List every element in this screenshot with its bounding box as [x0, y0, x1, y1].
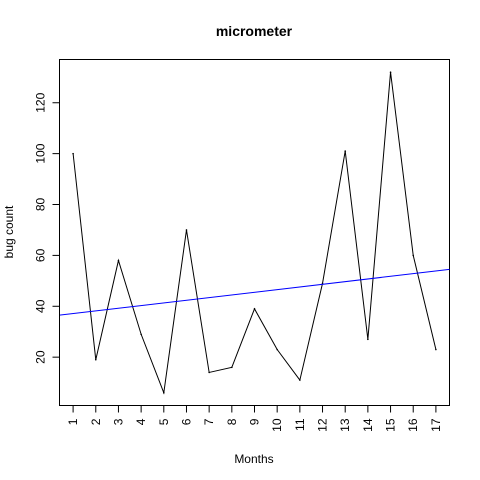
data-point-1-16	[412, 254, 415, 257]
data-point-1-7	[208, 371, 210, 374]
x-tick-label-12: 12	[316, 418, 330, 432]
x-tick-label-1: 1	[66, 418, 80, 425]
x-tick-label-8: 8	[225, 418, 239, 425]
x-tick-label-15: 15	[384, 418, 398, 432]
x-tick-label-2: 2	[89, 418, 103, 425]
y-tick-label-40: 40	[34, 299, 48, 313]
data-point-1-11	[299, 379, 301, 381]
data-point-1-8	[231, 366, 233, 369]
y-axis-label: bug count	[2, 205, 16, 258]
data-point-1-5	[163, 391, 165, 394]
x-tick-label-4: 4	[134, 418, 148, 425]
data-point-1-10	[276, 348, 278, 351]
series-group	[72, 71, 437, 395]
plot-area-frame	[59, 59, 450, 406]
series-line-1	[72, 72, 437, 395]
data-point-1-15	[389, 71, 392, 74]
data-point-1-3	[117, 259, 120, 262]
x-tick-label-10: 10	[270, 418, 284, 432]
x-tick-label-5: 5	[157, 418, 171, 425]
data-point-1-4	[140, 333, 142, 336]
data-point-1-17	[435, 348, 437, 351]
x-tick-label-14: 14	[361, 418, 375, 432]
y-tick-label-120: 120	[34, 92, 48, 112]
data-point-1-9	[253, 308, 256, 310]
x-tick-label-16: 16	[406, 418, 420, 432]
chart-title: micrometer	[216, 23, 293, 39]
trendline	[59, 268, 450, 316]
data-point-1-13	[344, 150, 347, 152]
x-tick-label-7: 7	[202, 418, 216, 425]
x-tick-label-3: 3	[111, 418, 125, 425]
x-tick-label-11: 11	[293, 418, 307, 431]
x-tick-label-6: 6	[179, 418, 193, 425]
data-point-1-2	[94, 358, 97, 361]
data-point-1-14	[367, 338, 369, 341]
x-tick-label-13: 13	[338, 418, 352, 432]
x-axis: 1 2 3 4 5 6 7 8 9 10 11 12 13 14 15 16 17	[66, 405, 443, 432]
y-axis: 20 40 60 80 100 120	[34, 92, 60, 364]
trendline-group	[59, 268, 450, 316]
x-tick-label-9: 9	[248, 418, 262, 425]
y-tick-label-100: 100	[34, 143, 48, 163]
data-point-1-6	[185, 229, 188, 231]
data-point-1-1	[72, 152, 74, 155]
y-tick-label-80: 80	[34, 198, 48, 212]
x-axis-label: Months	[234, 452, 273, 466]
y-tick-label-60: 60	[34, 248, 48, 262]
x-tick-label-17: 17	[429, 418, 443, 432]
y-tick-label-20: 20	[34, 350, 48, 364]
